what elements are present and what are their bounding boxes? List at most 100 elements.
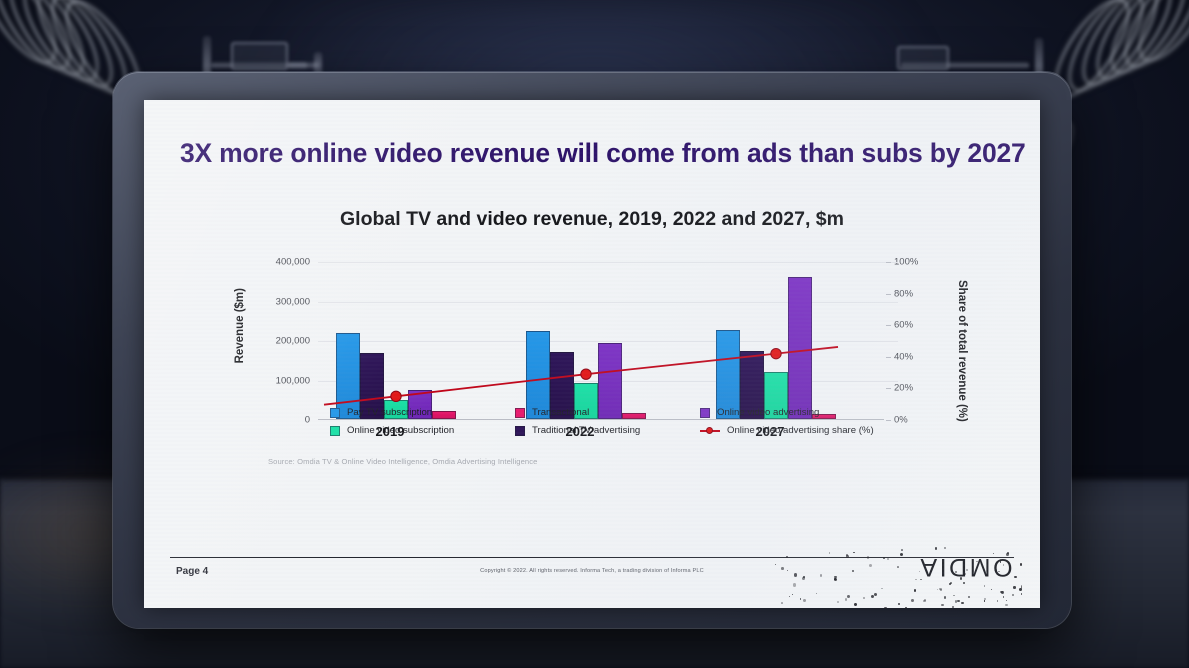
- halftone-dot: [886, 557, 890, 561]
- halftone-dot: [1011, 593, 1015, 597]
- halftone-dot: [846, 594, 850, 598]
- halftone-dot: [870, 594, 874, 598]
- halftone-dot: [789, 595, 791, 598]
- halftone-dot: [803, 576, 806, 578]
- halftone-dot: [937, 588, 939, 590]
- halftone-dot: [954, 571, 958, 574]
- halftone-dot: [963, 572, 966, 575]
- y-tick-label-right: 100%: [894, 256, 919, 268]
- legend-label: Online video subscription: [347, 425, 455, 436]
- y-tick-label-right: 20%: [894, 382, 914, 394]
- halftone-dot: [952, 606, 954, 608]
- data-point-marker: [770, 347, 782, 360]
- halftone-dot: [781, 567, 784, 570]
- halftone-dot: [967, 596, 970, 598]
- monitor-bezel: 3X more online video revenue will come f…: [113, 72, 1071, 628]
- halftone-dot-decoration: [772, 546, 1022, 608]
- halftone-dot: [990, 588, 993, 591]
- bar: [574, 382, 598, 419]
- legend-label: Online video advertising: [717, 407, 820, 418]
- halftone-dot: [984, 598, 987, 601]
- legend-item: Traditional TV advertising: [515, 425, 700, 436]
- data-point-marker: [390, 390, 402, 403]
- bar: [740, 351, 764, 419]
- halftone-dot: [837, 600, 840, 603]
- halftone-dot: [934, 547, 938, 550]
- halftone-dot: [793, 573, 797, 577]
- halftone-dot: [781, 602, 784, 605]
- halftone-dot: [1005, 553, 1009, 556]
- halftone-dot: [874, 593, 878, 597]
- halftone-dot: [881, 588, 883, 590]
- halftone-dot: [862, 596, 865, 600]
- halftone-dot: [791, 593, 794, 596]
- bar-group: [716, 262, 876, 419]
- legend-item: Online video advertising: [700, 407, 890, 418]
- halftone-dot: [845, 598, 848, 601]
- halftone-dot: [961, 601, 964, 605]
- legend-label: Transactional: [532, 407, 590, 418]
- presentation-slide: 3X more online video revenue will come f…: [144, 100, 1040, 608]
- bar: [764, 371, 788, 419]
- halftone-dot: [918, 570, 921, 573]
- halftone-dot: [900, 552, 904, 556]
- halftone-dot: [975, 560, 978, 563]
- halftone-dot: [995, 568, 997, 571]
- halftone-dot: [802, 598, 807, 603]
- pipe-segment-left-horizontal: [211, 62, 307, 69]
- y-tick-mark-right: [886, 356, 891, 358]
- halftone-dot: [904, 607, 908, 608]
- gridline: [318, 341, 898, 342]
- halftone-dot: [1019, 563, 1022, 566]
- halftone-dot: [953, 595, 955, 597]
- halftone-dot: [802, 576, 806, 580]
- legend-item: Transactional: [515, 407, 700, 418]
- chart: Revenue ($m) Share of total revenue (%) …: [234, 252, 974, 542]
- y-tick-mark-right: [886, 325, 891, 327]
- pipe-junction-right: [897, 46, 949, 70]
- monitor-screen[interactable]: 3X more online video revenue will come f…: [144, 100, 1040, 608]
- halftone-dot: [959, 576, 963, 580]
- legend-swatch-icon: [330, 407, 340, 418]
- halftone-dot: [846, 553, 849, 556]
- y-tick-mark-right: [886, 420, 891, 421]
- y-tick-label-left: 200,000: [275, 335, 310, 347]
- halftone-dot: [799, 598, 802, 601]
- legend-swatch-icon: [330, 425, 340, 436]
- halftone-dot: [1002, 564, 1005, 567]
- gridline: [318, 262, 898, 263]
- footer-divider: [170, 557, 1014, 559]
- legend-swatch-icon: [700, 407, 710, 418]
- legend-item: Online video advertising share (%): [700, 425, 890, 436]
- bar: [716, 330, 740, 419]
- legend-swatch-icon: [515, 425, 525, 436]
- legend-item: Online video subscription: [330, 425, 515, 436]
- pipe-segment-left-tail: [288, 62, 318, 69]
- page-number: Page 4: [176, 566, 209, 577]
- x-tick-label: 2019: [375, 424, 405, 439]
- bar: [598, 343, 622, 419]
- halftone-dot: [883, 557, 885, 559]
- pipe-segment-right-horizontal: [901, 62, 1029, 69]
- halftone-dot: [846, 554, 850, 558]
- y-tick-label-left: 100,000: [275, 375, 310, 386]
- halftone-dot: [896, 566, 899, 569]
- halftone-dot: [919, 578, 922, 581]
- x-tick-label: 2027: [755, 424, 785, 439]
- bar: [526, 331, 550, 419]
- halftone-dot: [984, 585, 986, 587]
- legend-swatch-icon: [515, 407, 525, 418]
- y-tick-label-left: 0: [304, 414, 310, 426]
- halftone-dot: [944, 596, 947, 599]
- halftone-dot: [923, 600, 926, 603]
- chart-legend: Pay TV subscription Transactional Online v…: [330, 407, 890, 436]
- y-axis-title-right: Share of total revenue (%): [956, 280, 968, 422]
- halftone-dot: [963, 581, 966, 584]
- legend-item: Pay TV subscription: [330, 407, 515, 418]
- halftone-dot: [833, 577, 837, 581]
- halftone-dot: [949, 583, 952, 585]
- halftone-dot: [834, 575, 837, 579]
- copyright-notice: Copyright © 2022. All rights reserved. I…: [480, 568, 704, 574]
- line-series-layer: [323, 346, 839, 406]
- y-tick-mark-right: [886, 293, 891, 295]
